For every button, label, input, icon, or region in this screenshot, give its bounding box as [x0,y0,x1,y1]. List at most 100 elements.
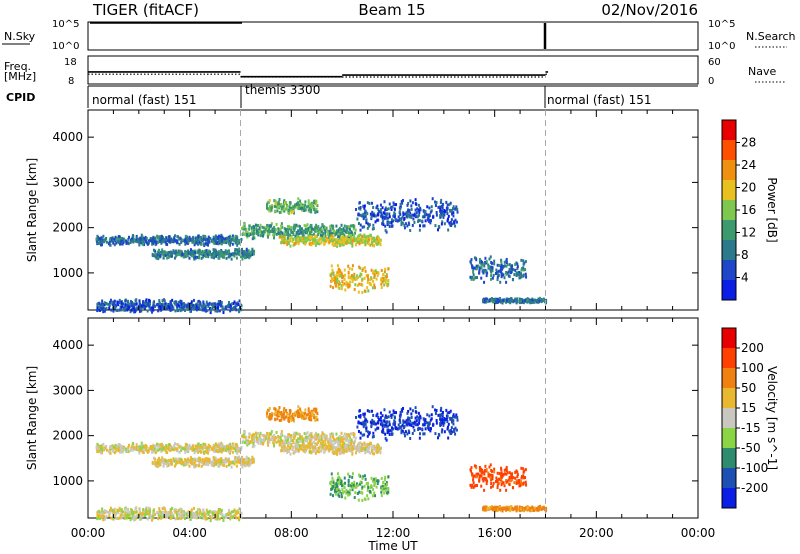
velocity-echo [193,451,196,455]
power-echo [348,267,351,271]
velocity-echo [140,446,143,450]
power-echo [145,241,148,245]
velocity-echo [297,411,300,415]
power-echo [512,278,515,282]
velocity-echo [385,483,388,487]
power-echo [160,241,163,245]
power-echo [441,220,444,224]
power-echo [99,308,102,312]
power-echo [236,236,239,240]
velocity-echo [329,437,332,441]
power-echo [383,283,386,287]
power-echo [337,285,340,289]
power-echo [390,207,393,211]
velocity-echo [227,458,230,462]
velocity-echo [387,487,390,491]
power-echo [164,305,167,309]
velocity-echo [256,437,259,441]
power-echo [368,242,371,246]
velocity-echo [305,432,308,436]
power-echo [309,225,312,229]
power-echo [190,239,193,243]
power-echo [336,240,339,244]
power-echo [315,228,318,232]
power-echo [330,264,333,268]
y-tick-label: 4000 [52,130,83,144]
power-echo [519,276,522,280]
power-echo [307,233,310,237]
power-echo [179,307,182,311]
power-echo [393,211,396,215]
power-echo [139,237,142,241]
velocity-echo [337,481,340,485]
power-echo [129,238,132,242]
power-echo [342,238,345,242]
power-echo [231,234,234,238]
power-echo [351,242,354,246]
power-echo [165,236,168,240]
velocity-echo [289,411,292,415]
velocity-echo [385,481,388,485]
velocity-echo [337,448,340,452]
velocity-echo [361,485,364,489]
velocity-echo [299,411,302,415]
velocity-echo [234,442,237,446]
velocity-echo [183,447,186,451]
velocity-echo [374,477,377,481]
velocity-echo [173,464,176,468]
power-echo [282,207,285,211]
power-echo [373,244,376,248]
power-echo [110,308,113,312]
power-echo [214,304,217,308]
power-echo [358,201,361,205]
power-echo [340,232,343,236]
velocity-echo [219,462,222,466]
velocity-echo [109,446,112,450]
power-echo [266,229,269,233]
velocity-echo [289,417,292,421]
power-echo [277,230,280,234]
power-echo [385,230,388,234]
power-echo [415,215,418,219]
velocity-echo [286,444,289,448]
power-echo [292,226,295,230]
velocity-echo [117,511,120,515]
velocity-echo [161,447,164,451]
velocity-echo [207,448,210,452]
power-echo [336,264,339,268]
velocity-echo [387,490,390,494]
velocity-echo [316,449,319,453]
velocity-echo [222,445,225,449]
velocity-echo [281,439,284,443]
velocity-echo [121,444,124,448]
velocity-echo [284,438,287,442]
power-echo [310,243,313,247]
velocity-echo [278,413,281,417]
power-echo [491,298,494,302]
velocity-echo [191,448,194,452]
velocity-echo [162,464,165,468]
velocity-echo [98,445,101,449]
power-echo [96,303,99,307]
velocity-echo [242,435,245,439]
velocity-echo [103,446,106,450]
velocity-echo [298,433,301,437]
power-echo [367,289,370,293]
power-echo [128,235,131,239]
velocity-echo [315,431,318,435]
power-echo [313,199,316,203]
velocity-echo [289,409,292,413]
power-echo [388,221,391,225]
power-echo [298,225,301,229]
power-echo [508,267,511,271]
power-echo [310,208,313,212]
power-echo [253,236,256,240]
power-echo [310,203,313,207]
power-echo [259,223,262,227]
velocity-echo [196,457,199,461]
power-echo [525,275,528,279]
power-echo [502,273,505,277]
power-echo [203,254,206,258]
power-echo [160,303,163,307]
power-echo [485,274,488,278]
